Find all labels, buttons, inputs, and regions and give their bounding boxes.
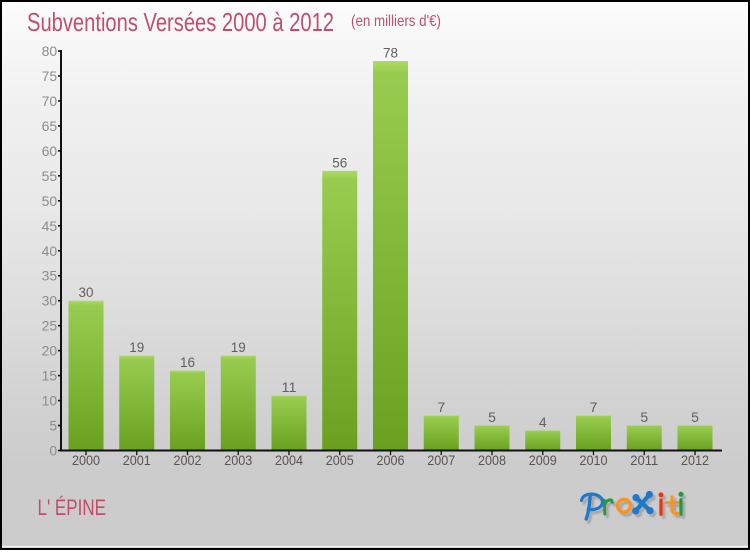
svg-text:25: 25 (42, 318, 58, 334)
svg-text:5: 5 (488, 409, 496, 425)
svg-text:2000: 2000 (72, 452, 100, 468)
svg-text:2003: 2003 (224, 452, 252, 468)
svg-text:45: 45 (42, 218, 58, 234)
svg-text:2001: 2001 (123, 452, 151, 468)
svg-text:(en milliers d'€): (en milliers d'€) (351, 13, 441, 30)
svg-text:20: 20 (42, 343, 58, 359)
svg-text:2011: 2011 (630, 452, 658, 468)
svg-text:2004: 2004 (275, 452, 303, 468)
svg-text:2010: 2010 (580, 452, 608, 468)
svg-text:10: 10 (42, 393, 58, 409)
svg-text:70: 70 (42, 93, 58, 109)
svg-text:16: 16 (180, 354, 195, 370)
svg-text:2005: 2005 (326, 452, 354, 468)
svg-text:L' ÉPINE: L' ÉPINE (38, 495, 107, 520)
svg-text:0: 0 (49, 443, 57, 459)
svg-text:2009: 2009 (529, 452, 557, 468)
svg-text:60: 60 (42, 143, 58, 159)
svg-text:78: 78 (383, 44, 398, 60)
svg-text:30: 30 (79, 284, 94, 300)
svg-text:19: 19 (129, 339, 144, 355)
svg-text:Subventions Versées 2000 à 201: Subventions Versées 2000 à 2012 (27, 7, 334, 37)
svg-text:2008: 2008 (478, 452, 506, 468)
svg-text:5: 5 (640, 409, 648, 425)
svg-text:50: 50 (42, 193, 58, 209)
svg-text:11: 11 (282, 379, 297, 395)
svg-text:40: 40 (42, 243, 58, 259)
svg-text:15: 15 (42, 368, 58, 384)
svg-text:19: 19 (231, 339, 246, 355)
svg-text:2012: 2012 (681, 452, 709, 468)
svg-text:4: 4 (539, 414, 547, 430)
svg-text:2007: 2007 (427, 452, 455, 468)
svg-text:55: 55 (42, 168, 58, 184)
svg-text:2006: 2006 (377, 452, 405, 468)
svg-text:5: 5 (49, 418, 57, 434)
svg-text:7: 7 (437, 399, 445, 415)
svg-text:2002: 2002 (174, 452, 202, 468)
svg-text:75: 75 (42, 68, 58, 84)
svg-text:56: 56 (332, 154, 347, 170)
svg-text:80: 80 (42, 43, 58, 59)
svg-text:30: 30 (42, 293, 58, 309)
svg-text:65: 65 (42, 118, 58, 134)
svg-text:5: 5 (691, 409, 699, 425)
svg-text:35: 35 (42, 268, 58, 284)
svg-text:7: 7 (590, 399, 598, 415)
